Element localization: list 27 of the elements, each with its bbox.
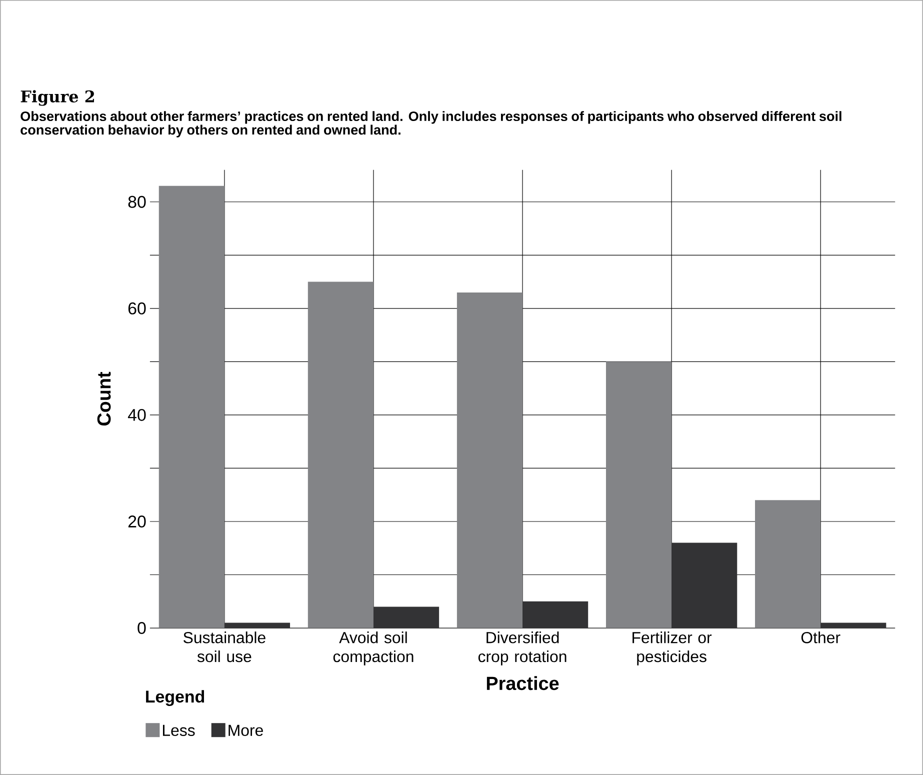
bar — [755, 500, 821, 628]
chart-subtitle: Observations about other farmers’ practices on rented land. Only includes responses of participants who observed different soil conservation behavior by others on rented and owned land. — [20, 111, 842, 138]
bar — [308, 282, 374, 628]
y-tick-label: 20 — [128, 516, 146, 528]
y-axis-title: Count — [97, 372, 111, 426]
y-tick-label: 40 — [128, 408, 146, 421]
bar — [224, 622, 290, 628]
x-tick-label: Avoid soil compaction — [333, 632, 414, 666]
bar — [672, 542, 738, 628]
x-tick-label: Sustainable soil use — [184, 632, 266, 662]
y-tick-label: 0 — [138, 622, 146, 634]
x-tick-label: Fertilizer or pesticides — [632, 632, 712, 666]
bar — [373, 606, 440, 628]
legend-title: Legend — [146, 690, 204, 706]
legend-label: Less — [162, 724, 195, 736]
x-tick-label: Other — [801, 632, 840, 644]
x-tick-label: Diversified crop rotation — [478, 632, 566, 666]
bar — [158, 186, 224, 628]
chart-title: Figure 2 — [20, 90, 94, 106]
y-tick-label: 60 — [128, 302, 146, 314]
bar — [820, 622, 886, 628]
bar — [456, 292, 523, 628]
x-axis-title: Practice — [486, 676, 559, 690]
bar — [606, 362, 672, 628]
legend-label: More — [228, 724, 263, 736]
y-tick-label: 80 — [128, 196, 146, 208]
bar — [522, 601, 588, 628]
